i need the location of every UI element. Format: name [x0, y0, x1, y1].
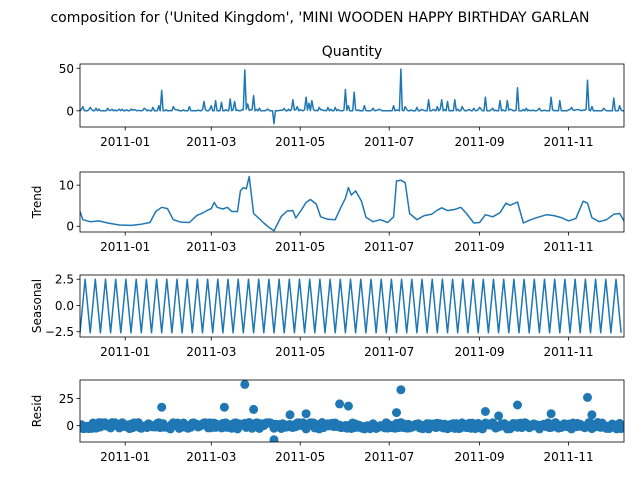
resid-outlier-point: [392, 408, 401, 418]
x-tick-label: 2011-11: [544, 345, 594, 359]
resid-outlier-point: [513, 400, 522, 410]
seasonal-series: [80, 278, 622, 334]
panel-title: Quantity: [322, 44, 383, 60]
trend-line: [80, 175, 624, 232]
x-tick-label: 2011-05: [275, 450, 325, 464]
y-tick-label: −2.5: [45, 325, 74, 339]
x-tick-label: 2011-05: [275, 240, 325, 254]
resid-outlier-point: [285, 410, 295, 420]
axes-frame: [79, 171, 625, 233]
y-tick-label: 0: [66, 419, 74, 433]
x-tick-label: 2011-03: [186, 450, 236, 464]
resid-outlier-point: [587, 410, 597, 420]
x-tick-label: 2011-09: [455, 135, 505, 149]
resid-outlier-point: [269, 435, 279, 442]
x-tick-label: 2011-09: [455, 450, 505, 464]
y-tick-label: 10: [59, 179, 74, 193]
resid-outlier-point: [249, 404, 259, 414]
resid-outlier-point: [494, 411, 504, 421]
x-tick-label: 2011-09: [455, 345, 505, 359]
resid-outlier-point: [396, 385, 406, 395]
y-tick-label: 0: [66, 220, 74, 234]
resid-outlier-point: [335, 399, 345, 409]
x-tick-label: 2011-11: [544, 240, 594, 254]
axes-frame: [79, 379, 625, 443]
axes-frame: [79, 274, 625, 338]
y-axis-label: Trend: [30, 186, 44, 220]
x-tick-label: 2011-01: [100, 240, 150, 254]
observed-line: [80, 68, 624, 125]
resid-series: [80, 380, 624, 442]
y-axis-label: Seasonal: [30, 279, 44, 333]
x-tick-label: 2011-07: [364, 240, 414, 254]
trend-series: [80, 175, 624, 232]
x-tick-label: 2011-01: [100, 345, 150, 359]
y-axis-label: Resid: [30, 395, 44, 427]
resid-outlier-point: [157, 402, 167, 412]
x-tick-label: 2011-05: [275, 135, 325, 149]
resid-outlier-point: [301, 409, 311, 419]
seasonal-line: [80, 278, 622, 334]
observed-series: [80, 68, 624, 125]
y-tick-label: 2.5: [55, 273, 74, 287]
x-tick-label: 2011-01: [100, 450, 150, 464]
x-tick-label: 2011-07: [364, 135, 414, 149]
y-tick-label: 0: [66, 104, 74, 118]
x-tick-label: 2011-07: [364, 345, 414, 359]
resid-outlier-point: [240, 380, 250, 389]
resid-outlier-point: [219, 402, 229, 412]
axes-frame: [79, 63, 625, 128]
y-tick-label: 0.0: [55, 299, 74, 313]
chart-panels: 0 50 2011-01 2011-03 2011-05 2011-07 2011-09 20…: [30, 44, 625, 464]
resid-outlier-point: [546, 409, 556, 419]
y-tick-label: 50: [59, 62, 74, 76]
panel-observed: 0 50 2011-01 2011-03 2011-05 2011-07 2011-09 20…: [59, 44, 625, 149]
x-tick-label: 2011-01: [100, 135, 150, 149]
x-tick-label: 2011-11: [544, 135, 594, 149]
x-tick-label: 2011-03: [186, 345, 236, 359]
x-tick-label: 2011-11: [544, 450, 594, 464]
resid-outlier-point: [480, 407, 490, 416]
x-tick-label: 2011-03: [186, 135, 236, 149]
chart-suptitle: composition for ('United Kingdom', 'MINI…: [50, 10, 589, 26]
resid-outlier-point: [343, 401, 353, 411]
x-tick-label: 2011-07: [364, 450, 414, 464]
panel-resid: 0 25 2011-01 2011-03 2011-05 2011-07 2011-09 20…: [30, 379, 625, 464]
resid-outlier-point: [583, 392, 592, 402]
panel-trend: 0 10 2011-01 2011-03 2011-05 2011-07 2011-09 20…: [30, 171, 625, 254]
x-tick-label: 2011-05: [275, 345, 325, 359]
x-tick-label: 2011-09: [455, 240, 505, 254]
x-tick-label: 2011-03: [186, 240, 236, 254]
y-tick-label: 25: [59, 392, 74, 406]
resid-point: [619, 423, 624, 433]
panel-seasonal: −2.5 0.0 2.5 2011-01 2011-03 2011-05 2011-07 20…: [30, 273, 625, 359]
